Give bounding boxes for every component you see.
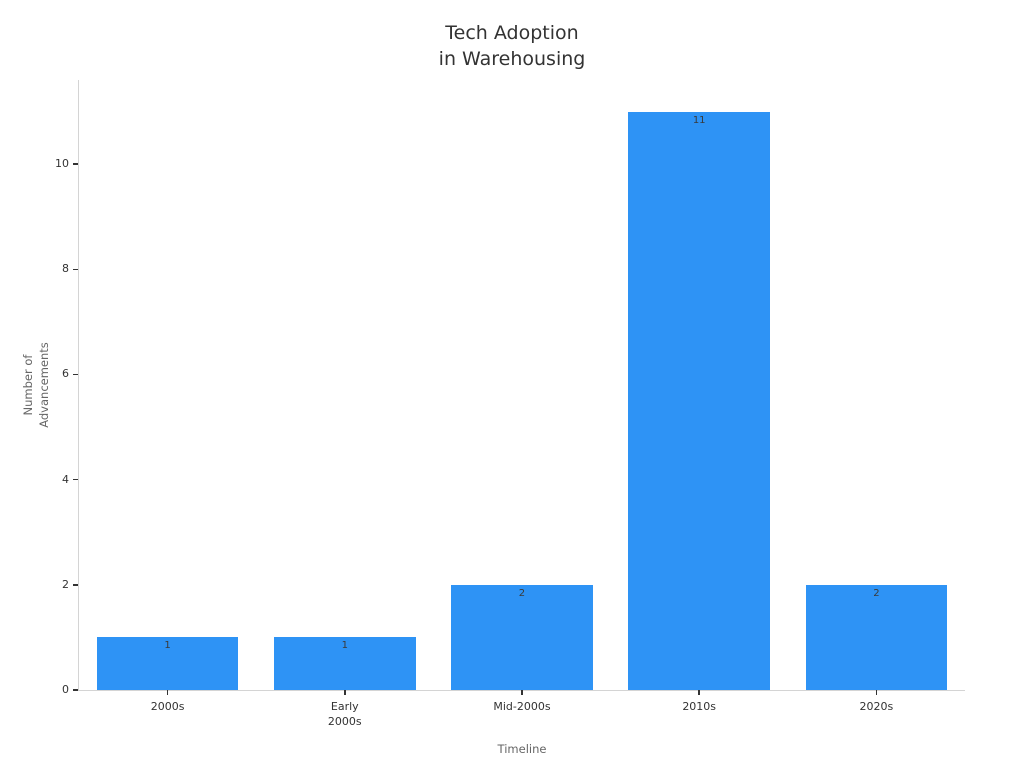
bar: [273, 637, 416, 690]
bar: [451, 584, 593, 690]
y-tick-label: 4: [62, 472, 69, 486]
y-axis-line: [78, 80, 79, 690]
x-tick-label: 2000s: [150, 700, 185, 713]
y-tick-label: 0: [62, 683, 69, 696]
y-axis-label: Number of Advancements: [21, 342, 52, 428]
y-tick-mark: [73, 478, 78, 481]
bar: [805, 584, 948, 690]
bar: [96, 637, 239, 690]
y-tick-label: 6: [62, 367, 69, 381]
y-tick-mark: [73, 268, 78, 271]
plot-area: 0 2 4 6 8 10 1 2000s 1 Early 2000s 2 Mid-2000s 11 201…: [55, 80, 965, 728]
x-tick-label: 2010s: [682, 700, 717, 713]
x-tick-mark: [344, 690, 346, 695]
x-tick-mark: [521, 690, 523, 695]
y-tick-mark: [73, 584, 78, 586]
y-tick-label: 8: [62, 262, 69, 276]
bar: [628, 111, 771, 690]
x-axis-label: Timeline: [497, 742, 547, 756]
y-tick-mark: [73, 373, 78, 376]
bar-value-label: 2: [873, 587, 880, 599]
x-tick-label: 2020s: [859, 700, 894, 713]
x-tick-label: Early 2000s: [327, 700, 362, 728]
bar-value-label: 2: [518, 587, 526, 599]
y-tick-mark: [73, 163, 78, 165]
chart-title: Tech Adoption in Warehousing: [438, 22, 586, 70]
y-axis-label-container: Number of Advancements: [8, 80, 64, 690]
x-tick-mark: [698, 690, 700, 695]
y-tick-label: 2: [62, 577, 69, 591]
x-tick-label: Mid-2000s: [493, 700, 551, 713]
y-tick-label: 10: [55, 157, 69, 171]
bar-value-label: 11: [692, 114, 706, 126]
y-tick-mark: [73, 689, 78, 691]
bar-value-label: 1: [341, 640, 348, 652]
x-tick-mark: [166, 690, 169, 695]
bar-value-label: 1: [164, 640, 171, 652]
x-tick-mark: [875, 690, 878, 695]
